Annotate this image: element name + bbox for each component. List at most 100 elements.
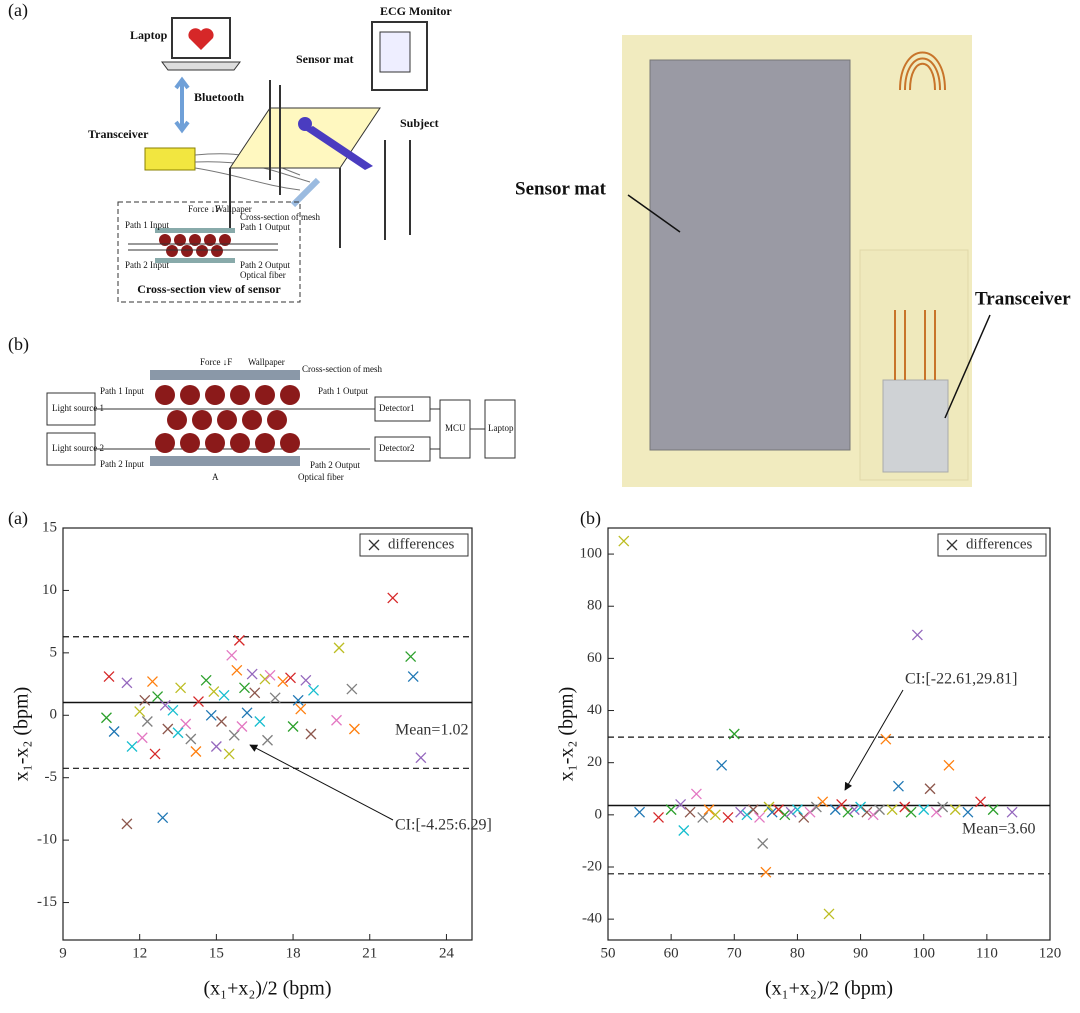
point — [804, 806, 816, 818]
point — [254, 716, 266, 727]
point — [407, 671, 419, 683]
detector-box — [374, 436, 431, 462]
point — [848, 804, 860, 816]
point — [205, 709, 217, 721]
label: Light source 2 — [52, 443, 104, 453]
y-tick-label: 40 — [587, 702, 602, 718]
mean-annotation: Mean=1.02 — [395, 722, 468, 739]
label: Path 2 Output — [310, 460, 361, 470]
label: Optical fiber — [298, 472, 344, 482]
x-tick-label: 70 — [727, 945, 742, 961]
link-arrow — [174, 76, 190, 134]
x-tick-label: 60 — [664, 945, 679, 961]
point — [987, 804, 999, 816]
point — [300, 674, 312, 686]
y-tick-label: -15 — [37, 894, 57, 910]
y-tick-label: 0 — [50, 707, 58, 723]
zoom-arrow — [290, 177, 321, 208]
point — [226, 649, 238, 661]
fiber-loop — [899, 51, 946, 91]
x-tick-label: 50 — [601, 945, 616, 961]
y-tick-label: -5 — [45, 769, 58, 785]
y-tick-label: 0 — [595, 806, 603, 822]
photo-label: Transceiver — [975, 288, 1071, 309]
fibers — [128, 243, 278, 251]
pointer — [627, 194, 681, 233]
point — [735, 806, 747, 818]
point — [149, 748, 161, 760]
point — [697, 811, 709, 823]
legend-box — [937, 533, 1047, 557]
point — [722, 811, 734, 823]
point — [880, 733, 892, 745]
diagram-b: (b) Light source 1 Light source 2 Path 1… — [8, 334, 516, 482]
x-axis-label: (x₁+x₂)/2 (bpm) — [765, 978, 893, 1000]
transceiver-box — [144, 147, 196, 171]
point — [962, 806, 974, 818]
x-tick-label: 24 — [439, 945, 455, 961]
point — [233, 634, 245, 646]
source-box — [46, 432, 96, 466]
point — [1006, 806, 1018, 818]
point — [305, 728, 317, 740]
plot-frame — [607, 527, 1051, 941]
point — [415, 752, 427, 764]
x-tick-label: 110 — [976, 945, 998, 961]
point — [246, 668, 258, 680]
label: Sensor mat — [296, 52, 353, 66]
label: MCU — [445, 423, 466, 433]
point — [855, 801, 867, 813]
point — [387, 592, 399, 604]
point — [653, 811, 664, 823]
label: Subject — [400, 116, 439, 130]
point — [918, 804, 930, 816]
point — [678, 825, 690, 836]
point — [892, 780, 904, 792]
point — [157, 812, 169, 824]
inset-box — [117, 201, 301, 303]
x-tick-label: 12 — [132, 945, 147, 961]
point — [675, 798, 687, 810]
label: Path 1 Input — [100, 386, 144, 396]
point — [829, 804, 841, 816]
panel-label: (b) — [8, 334, 29, 355]
label: Cross-section of mesh — [302, 364, 382, 374]
point — [333, 642, 345, 654]
label: Force ↓F — [200, 357, 232, 367]
label: A — [212, 472, 219, 482]
point — [210, 741, 222, 752]
point — [773, 804, 784, 816]
point — [285, 672, 296, 684]
point — [728, 728, 740, 740]
x-tick-label: 9 — [59, 945, 67, 961]
point — [842, 806, 854, 818]
point — [634, 806, 646, 818]
mean-annotation: Mean=3.60 — [962, 821, 1035, 838]
point — [236, 721, 248, 732]
legend-box — [359, 533, 469, 557]
y-tick-label: -20 — [582, 858, 602, 874]
panel-label: (a) — [8, 508, 28, 529]
point — [239, 682, 250, 694]
point — [911, 629, 923, 641]
point — [810, 801, 822, 813]
point — [709, 809, 721, 821]
inset-label: Path 1 Input — [125, 220, 169, 230]
point — [874, 804, 885, 816]
y-tick-label: 60 — [587, 650, 602, 666]
point — [703, 804, 715, 816]
ci-arrow — [249, 744, 394, 821]
point — [121, 677, 133, 689]
pointer — [944, 314, 991, 419]
x-tick-label: 100 — [912, 945, 935, 961]
point — [867, 809, 879, 821]
point — [905, 806, 917, 818]
panel-label: (a) — [8, 0, 28, 21]
point — [147, 676, 158, 688]
plot-frame — [62, 527, 473, 941]
point — [136, 732, 148, 744]
x-tick-label: 120 — [1039, 945, 1062, 961]
label: Detector2 — [379, 443, 414, 453]
label: Light source 1 — [52, 403, 104, 413]
